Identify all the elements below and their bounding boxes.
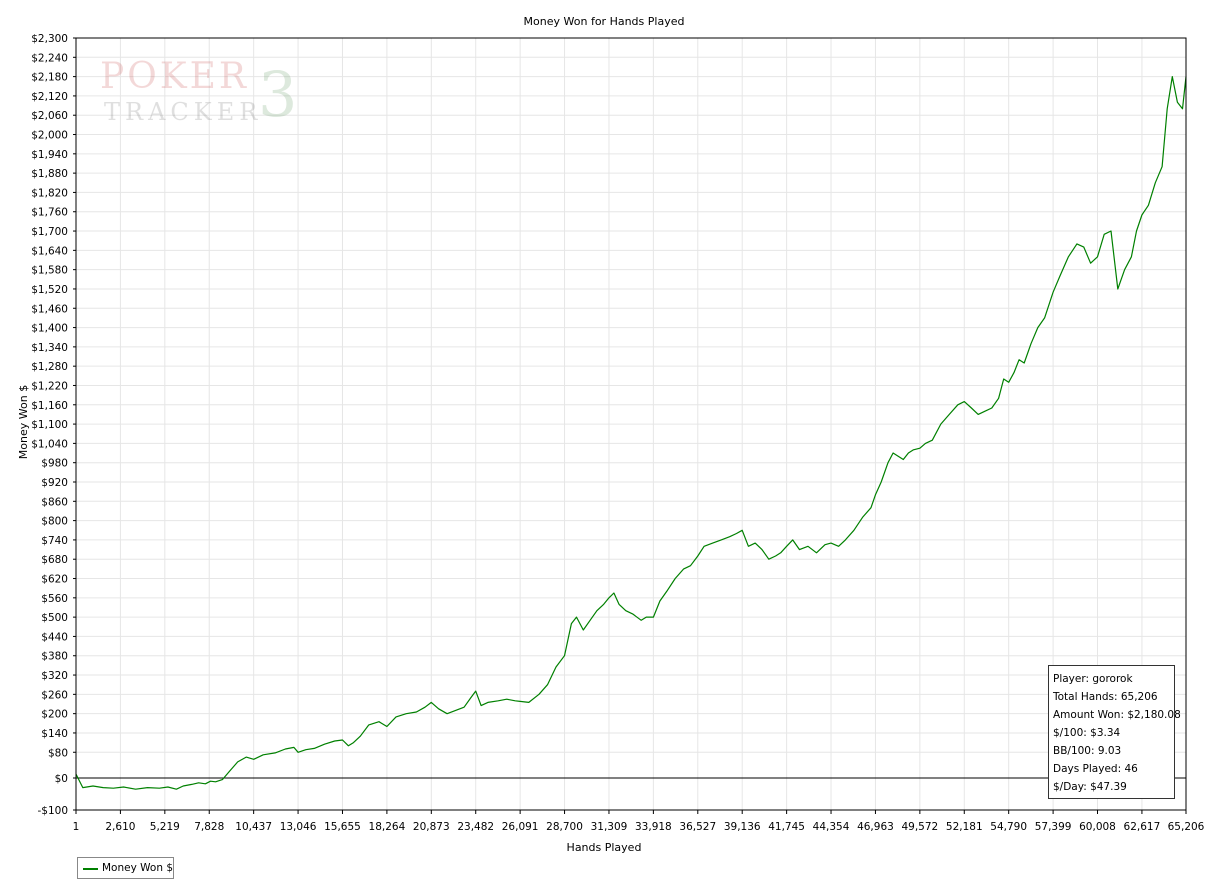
x-tick-label: 1 [73,821,80,833]
x-tick-label: 57,399 [1035,821,1072,833]
series-layer [75,75,1187,790]
y-tick-label: $380 [41,651,68,663]
x-tick-label: 49,572 [901,821,938,833]
chart-title: Money Won for Hands Played [524,15,685,28]
y-tick-label: $1,700 [31,226,68,238]
watermark-line1: POKER [100,56,250,97]
y-tick-label: $2,180 [31,72,68,84]
y-tick-label: $260 [41,689,68,701]
x-tick-label: 65,206 [1168,821,1205,833]
y-tick-label: $1,340 [31,342,68,354]
y-tick-label: $800 [41,516,68,528]
x-tick-label: 2,610 [105,821,135,833]
y-axis-title: Money Won $ [17,385,30,459]
y-tick-label: $500 [41,612,68,624]
x-tick-label: 10,437 [235,821,272,833]
stat-amount-won: Amount Won: $2,180.08 [1053,709,1181,721]
x-tick-label: 52,181 [946,821,983,833]
y-tick-label: $320 [41,670,68,682]
x-tick-label: 31,309 [591,821,628,833]
legend: Money Won $ [77,857,174,879]
stat-player: Player: gororok [1053,673,1133,685]
y-tick-label: $2,060 [31,110,68,122]
y-tick-label: $2,240 [31,52,68,64]
series-line-money-won [75,75,1187,790]
y-tick-label: $980 [41,458,68,470]
y-tick-label: $920 [41,477,68,489]
x-axis-title: Hands Played [567,841,642,854]
x-axis: 1 2,610 5,219 7,828 10,437 13,046 15,655 18,264… [73,810,1205,833]
stat-total-hands: Total Hands: 65,206 [1053,691,1158,703]
y-tick-label: $560 [41,593,68,605]
x-tick-label: 7,828 [194,821,224,833]
y-tick-label: -$100 [37,805,68,817]
x-tick-label: 60,008 [1079,821,1116,833]
y-tick-label: $1,460 [31,303,68,315]
y-tick-label: $200 [41,709,68,721]
x-tick-label: 62,617 [1124,821,1161,833]
x-tick-label: 36,527 [679,821,716,833]
y-axis: -$100 $0 $80 $140 $200 $260 $320 $380 $440 $500 $5… [31,33,76,817]
legend-swatch [83,868,98,870]
stat-per-100: $/100: $3.34 [1053,727,1121,739]
x-tick-label: 33,918 [635,821,672,833]
x-tick-label: 13,046 [280,821,317,833]
y-tick-label: $1,760 [31,207,68,219]
stat-per-day: $/Day: $47.39 [1053,781,1127,793]
y-tick-label: $2,000 [31,130,68,142]
x-tick-label: 28,700 [546,821,583,833]
x-tick-label: 15,655 [324,821,361,833]
y-tick-label: $1,100 [31,419,68,431]
x-tick-label: 18,264 [369,821,406,833]
watermark-line2: TRACKER [104,98,263,126]
y-tick-label: $1,220 [31,380,68,392]
y-tick-label: $680 [41,554,68,566]
y-tick-label: $860 [41,496,68,508]
x-tick-label: 41,745 [768,821,805,833]
y-tick-label: $440 [41,631,68,643]
y-tick-label: $80 [48,747,68,759]
x-tick-label: 23,482 [457,821,494,833]
legend-label: Money Won $ [102,862,174,874]
watermark-version: 3 [258,58,298,131]
x-tick-label: 20,873 [413,821,450,833]
y-tick-label: $1,880 [31,168,68,180]
y-tick-label: $1,280 [31,361,68,373]
y-tick-label: $1,820 [31,187,68,199]
x-tick-label: 46,963 [857,821,894,833]
poker-tracker-watermark-logo: POKER TRACKER 3 [100,56,305,131]
stat-days-played: Days Played: 46 [1053,763,1138,775]
x-tick-label: 54,790 [990,821,1027,833]
stats-box: Player: gororok Total Hands: 65,206 Amou… [1048,665,1181,799]
x-tick-label: 39,136 [724,821,761,833]
y-tick-label: $0 [55,773,68,785]
y-tick-label: $620 [41,574,68,586]
grid [76,38,1186,810]
y-tick-label: $1,940 [31,149,68,161]
y-tick-label: $2,120 [31,91,68,103]
y-tick-label: $1,400 [31,323,68,335]
y-tick-label: $1,580 [31,265,68,277]
stat-bb-100: BB/100: 9.03 [1053,745,1122,757]
x-tick-label: 44,354 [813,821,850,833]
y-tick-label: $2,300 [31,33,68,45]
x-tick-label: 26,091 [502,821,539,833]
y-tick-label: $1,520 [31,284,68,296]
y-tick-label: $1,160 [31,400,68,412]
y-tick-label: $140 [41,728,68,740]
x-tick-label: 5,219 [150,821,180,833]
y-tick-label: $740 [41,535,68,547]
y-tick-label: $1,040 [31,438,68,450]
y-tick-label: $1,640 [31,245,68,257]
